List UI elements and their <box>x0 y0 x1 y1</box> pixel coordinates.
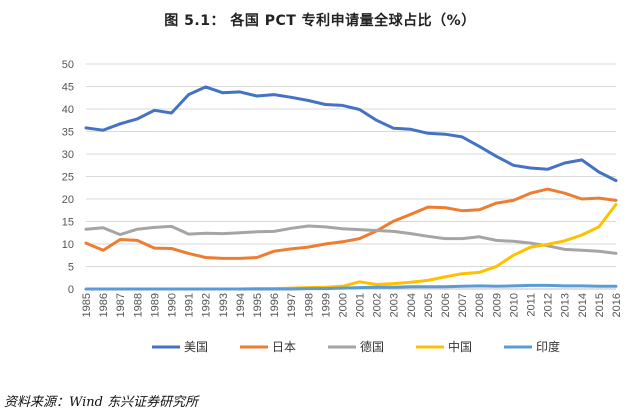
x-tick-label: 1999 <box>320 293 332 317</box>
x-tick-label: 2011 <box>526 293 538 317</box>
x-tick-label: 1997 <box>286 293 298 317</box>
y-tick-label: 5 <box>68 262 74 274</box>
x-tick-label: 2003 <box>389 293 401 317</box>
x-tick-label: 1990 <box>166 293 178 317</box>
legend-label: 印度 <box>536 339 560 354</box>
series-line-3 <box>84 202 618 291</box>
x-tick-label: 1993 <box>218 293 230 317</box>
y-tick-label: 10 <box>62 239 74 251</box>
chart-title: 图 5.1： 各国 PCT 专利申请量全球占比（%） <box>164 13 476 29</box>
legend-label: 中国 <box>448 339 472 354</box>
x-tick-label: 2016 <box>611 293 623 317</box>
x-axis-tick-labels: 1985 1986 1987 1988 1989 1990 1991 1992 1993 1994… <box>81 293 623 317</box>
series-line-0 <box>84 85 618 183</box>
y-tick-label: 50 <box>62 59 74 71</box>
x-tick-label: 2004 <box>406 293 418 317</box>
x-tick-label: 1996 <box>269 293 281 317</box>
y-axis: 0 5 10 15 20 25 30 35 40 45 50 <box>62 59 74 296</box>
x-tick-label: 1986 <box>98 293 110 317</box>
x-tick-label: 1994 <box>235 293 247 317</box>
x-tick-label: 2010 <box>508 293 520 317</box>
y-tick-label: 20 <box>62 194 74 206</box>
x-tick-label: 2001 <box>355 293 367 317</box>
x-tick-label: 2015 <box>594 293 606 317</box>
x-tick-label: 1998 <box>303 293 315 317</box>
y-tick-label: 25 <box>62 172 74 184</box>
x-tick-label: 1995 <box>252 293 264 317</box>
series-line-1 <box>84 187 618 260</box>
x-tick-label: 2000 <box>337 293 349 317</box>
y-tick-label: 0 <box>68 284 74 296</box>
y-tick-label: 35 <box>62 127 74 139</box>
x-tick-label: 2014 <box>577 293 589 317</box>
legend-label: 日本 <box>272 340 296 354</box>
x-tick-label: 2005 <box>423 293 435 317</box>
x-tick-label: 2008 <box>474 293 486 317</box>
y-tick-label: 40 <box>62 104 74 116</box>
legend-label: 德国 <box>360 339 384 354</box>
y-tick-label: 30 <box>62 149 74 161</box>
x-tick-label: 1991 <box>184 293 196 317</box>
series-lines <box>84 85 618 291</box>
x-tick-label: 1985 <box>81 293 93 317</box>
x-tick-label: 2006 <box>440 293 452 317</box>
series-line-4 <box>84 283 618 291</box>
x-tick-label: 2012 <box>543 293 555 317</box>
x-tick-label: 1987 <box>115 293 127 317</box>
x-tick-label: 2007 <box>457 293 469 317</box>
legend: 美国 日本 德国 中国 印度 <box>152 339 560 354</box>
x-tick-label: 1988 <box>132 293 144 317</box>
x-tick-label: 1989 <box>149 293 161 317</box>
source-note: 资料来源：Wind 东兴证券研究所 <box>4 395 199 410</box>
y-tick-label: 15 <box>62 217 74 229</box>
x-tick-label: 2009 <box>491 293 503 317</box>
legend-label: 美国 <box>184 340 208 354</box>
x-tick-label: 2002 <box>372 293 384 317</box>
gridlines <box>86 63 616 267</box>
x-tick-label: 2013 <box>560 293 572 317</box>
series-line-2 <box>84 224 618 255</box>
y-tick-label: 45 <box>62 82 74 94</box>
x-tick-label: 1992 <box>201 293 213 317</box>
